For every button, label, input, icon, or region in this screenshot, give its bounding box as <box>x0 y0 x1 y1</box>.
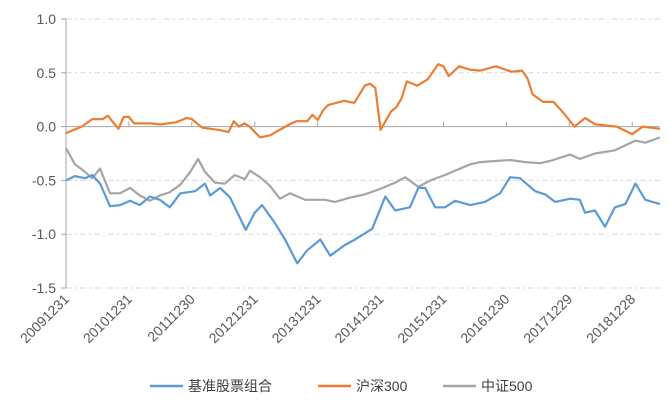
x-tick-label: 20171229 <box>520 291 576 347</box>
y-axis: 1.0 0.5 0.0 -0.5 -1.0 -1.5 <box>32 11 67 296</box>
y-tick-label: 1.0 <box>37 11 57 27</box>
x-tick-label: 20181228 <box>583 291 639 347</box>
x-tick-label: 20161230 <box>457 291 513 347</box>
y-tick-label: 0.0 <box>37 119 57 135</box>
series-line-0 <box>65 173 661 265</box>
x-tick-label: 20141231 <box>331 291 387 347</box>
series-lines <box>65 63 661 265</box>
x-tick-label: 20121231 <box>205 291 261 347</box>
legend-label: 中证500 <box>481 378 533 394</box>
x-tick-label: 20091231 <box>17 291 73 347</box>
legend-label: 基准股票组合 <box>188 378 272 394</box>
legend-label: 沪深300 <box>356 378 408 394</box>
x-tick-label: 20101231 <box>80 291 136 347</box>
y-tick-label: 0.5 <box>37 65 57 81</box>
y-tick-label: -1.5 <box>32 280 56 296</box>
series-line-2 <box>65 136 661 203</box>
y-tick-label: -1.0 <box>32 226 56 242</box>
x-tick-label: 20131231 <box>268 291 324 347</box>
x-tick-label: 20151231 <box>394 291 450 347</box>
series-line-1 <box>65 63 661 139</box>
gridlines <box>66 18 660 289</box>
x-tick-label: 20111230 <box>144 291 198 345</box>
y-tick-label: -0.5 <box>32 172 56 188</box>
legend: 基准股票组合 沪深300 中证500 <box>150 378 533 394</box>
